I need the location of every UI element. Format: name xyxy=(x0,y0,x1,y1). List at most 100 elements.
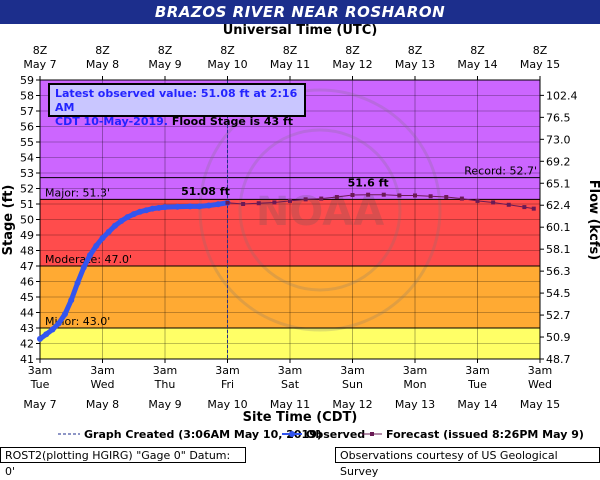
bottom-tick-date: May 13 xyxy=(395,398,435,411)
bottom-tick-weekday: Sun xyxy=(342,378,363,391)
observed-point xyxy=(49,326,56,333)
top-tick-date: May 12 xyxy=(332,58,372,71)
observed-point xyxy=(205,202,212,209)
footer-credit: Observations courtesy of US Geological S… xyxy=(335,447,600,478)
forecast-point xyxy=(491,200,496,205)
top-tick-hour: 8Z xyxy=(33,44,48,57)
band-major-flood xyxy=(40,199,540,266)
forecast-point xyxy=(366,192,371,197)
bottom-tick-date: May 7 xyxy=(23,398,56,411)
band-moderate xyxy=(40,266,540,328)
noaa-watermark-icon: NOAA xyxy=(198,88,442,332)
bottom-tick-time: 3am xyxy=(278,364,302,377)
forecast-point xyxy=(303,197,308,202)
bottom-tick-date: May 11 xyxy=(270,398,310,411)
y-tick-label: 59 xyxy=(20,74,34,87)
y2-tick-label: 76.5 xyxy=(546,111,571,124)
observed-point xyxy=(118,218,125,225)
observed-point xyxy=(130,211,137,218)
bottom-tick-weekday: Fri xyxy=(221,378,234,391)
observed-point xyxy=(99,235,106,242)
observed-point xyxy=(55,320,62,327)
forecast-point xyxy=(531,206,536,211)
footer-datum: ROST2(plotting HGIRG) "Gage 0" Datum: 0' xyxy=(0,447,246,478)
observed-point xyxy=(37,335,43,342)
observed-date: CDT 10-May-2019. xyxy=(55,115,168,128)
bottom-tick-date: May 8 xyxy=(86,398,119,411)
y-tick-label: 52 xyxy=(20,183,34,196)
series: 51.08 ft 51.6 ft xyxy=(37,177,536,342)
bottom-tick-time: 3am xyxy=(340,364,364,377)
forecast-peak-label: 51.6 ft xyxy=(348,177,389,190)
y-tick-label: 56 xyxy=(20,121,34,134)
forecast-point xyxy=(397,193,402,198)
axes: 41 42 43 44 45 46 47 48 49 50 51 52 53 54 55 56 57 58 59 10… xyxy=(20,44,578,411)
legend-created: Graph Created (3:06AM May 10, 2019) xyxy=(84,428,322,441)
y2-tick-label: 69.2 xyxy=(546,155,571,168)
observed-point xyxy=(62,311,68,318)
y2-tick-label: 48.7 xyxy=(546,353,571,366)
y2-tick-label: 73.0 xyxy=(546,133,571,146)
bottom-tick-time: 3am xyxy=(215,364,239,377)
y-tick-label: 48 xyxy=(20,245,34,258)
top-tick-date: May 9 xyxy=(148,58,181,71)
y-tick-label: 42 xyxy=(20,338,34,351)
y-tick-label: 43 xyxy=(20,322,34,335)
y-tick-label: 53 xyxy=(20,167,34,180)
y-tick-label: 55 xyxy=(20,136,34,149)
bottom-tick-time: 3am xyxy=(28,364,52,377)
bottom-tick-date: May 9 xyxy=(148,398,181,411)
top-tick-date: May 14 xyxy=(457,58,497,71)
y2-tick-label: 65.1 xyxy=(546,177,571,190)
forecast-point xyxy=(350,193,355,198)
top-tick-hour: 8Z xyxy=(533,44,548,57)
top-tick-date: May 15 xyxy=(520,58,560,71)
observed-point xyxy=(93,242,100,249)
observed-point xyxy=(105,228,112,235)
y2-axis-title: Flow (kcfs) xyxy=(586,180,600,260)
top-tick-date: May 7 xyxy=(23,58,56,71)
observed-point xyxy=(80,264,87,271)
bottom-tick-weekday: Tue xyxy=(467,378,487,391)
forecast-marker-icon xyxy=(370,432,374,436)
observed-point xyxy=(143,207,150,214)
bottom-tick-weekday: Thu xyxy=(154,378,176,391)
top-tick-hour: 8Z xyxy=(345,44,360,57)
top-tick-date: May 10 xyxy=(207,58,247,71)
y-axis-title: Stage (ft) xyxy=(1,185,16,256)
threshold-lines: Major: 51.3'Moderate: 47.0'Minor: 43.0'R… xyxy=(40,80,540,359)
top-tick-date: May 13 xyxy=(395,58,435,71)
observed-point xyxy=(74,280,81,287)
threshold-label-major: Major: 51.3' xyxy=(45,186,110,199)
bottom-tick-weekday: Tue xyxy=(30,378,50,391)
threshold-label-record: Record: 52.7' xyxy=(464,165,537,178)
y-tick-label: 46 xyxy=(20,276,34,289)
observed-point xyxy=(162,204,168,211)
top-tick-hour: 8Z xyxy=(470,44,485,57)
bottom-tick-date: May 12 xyxy=(332,398,372,411)
forecast-point xyxy=(381,192,386,197)
bottom-tick-time: 3am xyxy=(528,364,552,377)
forecast-point xyxy=(522,205,527,210)
y2-tick-label: 58.1 xyxy=(546,243,571,256)
observed-point xyxy=(196,203,203,210)
bottom-tick-time: 3am xyxy=(465,364,489,377)
forecast-point xyxy=(428,194,433,199)
bottom-tick-date: May 15 xyxy=(520,398,560,411)
observed-point xyxy=(43,331,50,338)
y-tick-label: 51 xyxy=(20,198,34,211)
chart-title: BRAZOS RIVER NEAR ROSHARON xyxy=(0,0,600,24)
y-tick-label: 41 xyxy=(20,353,34,366)
band-minor xyxy=(40,328,540,359)
forecast-point xyxy=(319,196,324,201)
y2-tick-label: 62.4 xyxy=(546,199,571,212)
bottom-tick-date: May 10 xyxy=(207,398,247,411)
latest-observed-box: Latest observed value: 51.08 ft at 2:16 … xyxy=(48,83,306,128)
bottom-tick-time: 3am xyxy=(403,364,427,377)
bottom-tick-weekday: Wed xyxy=(528,378,552,391)
forecast-point xyxy=(334,195,339,200)
bottom-axis-title: Site Time (CDT) xyxy=(243,410,358,425)
y2-tick-label: 52.7 xyxy=(546,309,571,322)
top-tick-hour: 8Z xyxy=(220,44,235,57)
observed-point xyxy=(187,203,193,210)
